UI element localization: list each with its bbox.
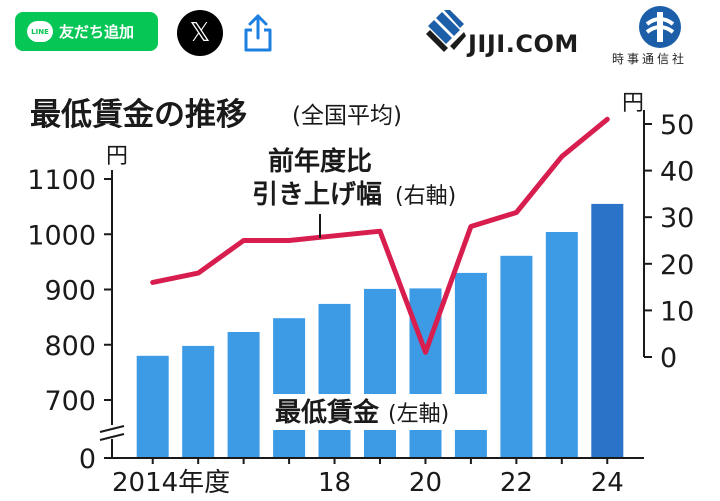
bar-2023 [545, 232, 578, 458]
right-axis-tick-label-40: 40 [660, 157, 694, 188]
right-axis-tick-label-20: 20 [660, 250, 694, 281]
line-button-label: 友だち追加 [59, 23, 135, 41]
jiji-logo-subtext: 時事通信社 [612, 52, 688, 66]
right-axis-unit: 円 [622, 91, 644, 116]
bar-series-label: 最低賃金 [275, 397, 380, 428]
bar-2022 [500, 255, 533, 458]
bar-series [136, 203, 624, 458]
bar-series-label-suffix: (左軸) [388, 402, 449, 427]
right-axis-tick-label-30: 30 [660, 203, 694, 234]
bar-2019 [364, 288, 396, 458]
jiji-emblem-icon [639, 6, 681, 48]
chart-title: 最低賃金の推移 [30, 97, 247, 133]
bar-2017 [273, 318, 306, 458]
line-series [150, 116, 610, 355]
bar-2018 [318, 303, 351, 458]
bar-2014 [136, 355, 169, 458]
x-axis-tick-label-24: 24 [591, 468, 624, 498]
bar-2024 [591, 203, 624, 458]
left-axis-tick-label-1000: 1000 [27, 220, 96, 251]
right-axis-tick-label-0: 0 [660, 343, 677, 374]
share-toolbar: LINE 友だち追加 𝕏 JIJI.COM 時事 [0, 0, 720, 66]
x-axis-tick-label-20: 20 [409, 468, 442, 498]
x-axis-tick-label-18: 18 [318, 468, 351, 498]
line-series-label-2: 引き上げ幅 [252, 180, 382, 210]
x-share-button[interactable]: 𝕏 [177, 10, 223, 56]
bar-2016 [227, 332, 260, 458]
left-axis-tick-label-1100: 1100 [27, 165, 96, 196]
right-axis-tick-label-10: 10 [660, 296, 694, 327]
line-icon: LINE [27, 21, 53, 42]
bar-2015 [182, 345, 215, 458]
left-axis: 0 700 800 900 1000 1100 円 [27, 144, 128, 475]
x-axis-tick-label-2014年度: 2014年度 [112, 468, 230, 498]
left-axis-tick-label-700: 700 [44, 386, 96, 417]
axis-break-mark-2 [99, 433, 125, 441]
bar-2020 [409, 288, 442, 458]
left-axis-unit: 円 [106, 144, 128, 169]
bar-2021 [454, 272, 487, 458]
chart-title-suffix: (全国平均) [292, 103, 402, 129]
share-button[interactable] [240, 12, 276, 54]
bar-label-backdrop [270, 394, 492, 430]
minimum-wage-chart: 最低賃金の推移 (全国平均) 0 700 800 900 1000 1100 円 0 10 20… [27, 91, 694, 498]
share-icon [244, 14, 272, 52]
line-series-label-1: 前年度比 [268, 146, 372, 177]
axis-break-mark-1 [99, 425, 125, 433]
left-axis-tick-label-800: 800 [44, 331, 96, 362]
jiji-logo-text: JIJI.COM [468, 30, 579, 58]
x-axis: 2014年度 18 20 22 24 [112, 457, 644, 498]
left-axis-tick-label-900: 900 [44, 276, 96, 307]
jiji-logo[interactable]: JIJI.COM [424, 10, 614, 60]
right-axis: 0 10 20 30 40 50 円 [622, 91, 694, 374]
line-add-friend-button[interactable]: LINE 友だち追加 [15, 12, 158, 51]
jiji-logo-mark-icon [426, 10, 466, 52]
right-axis-tick-label-50: 50 [660, 110, 694, 141]
x-axis-tick-label-22: 22 [500, 468, 533, 498]
line-series-label-suffix: (右軸) [395, 184, 456, 209]
left-axis-tick-label-0: 0 [79, 444, 96, 475]
x-logo-icon: 𝕏 [189, 18, 211, 48]
